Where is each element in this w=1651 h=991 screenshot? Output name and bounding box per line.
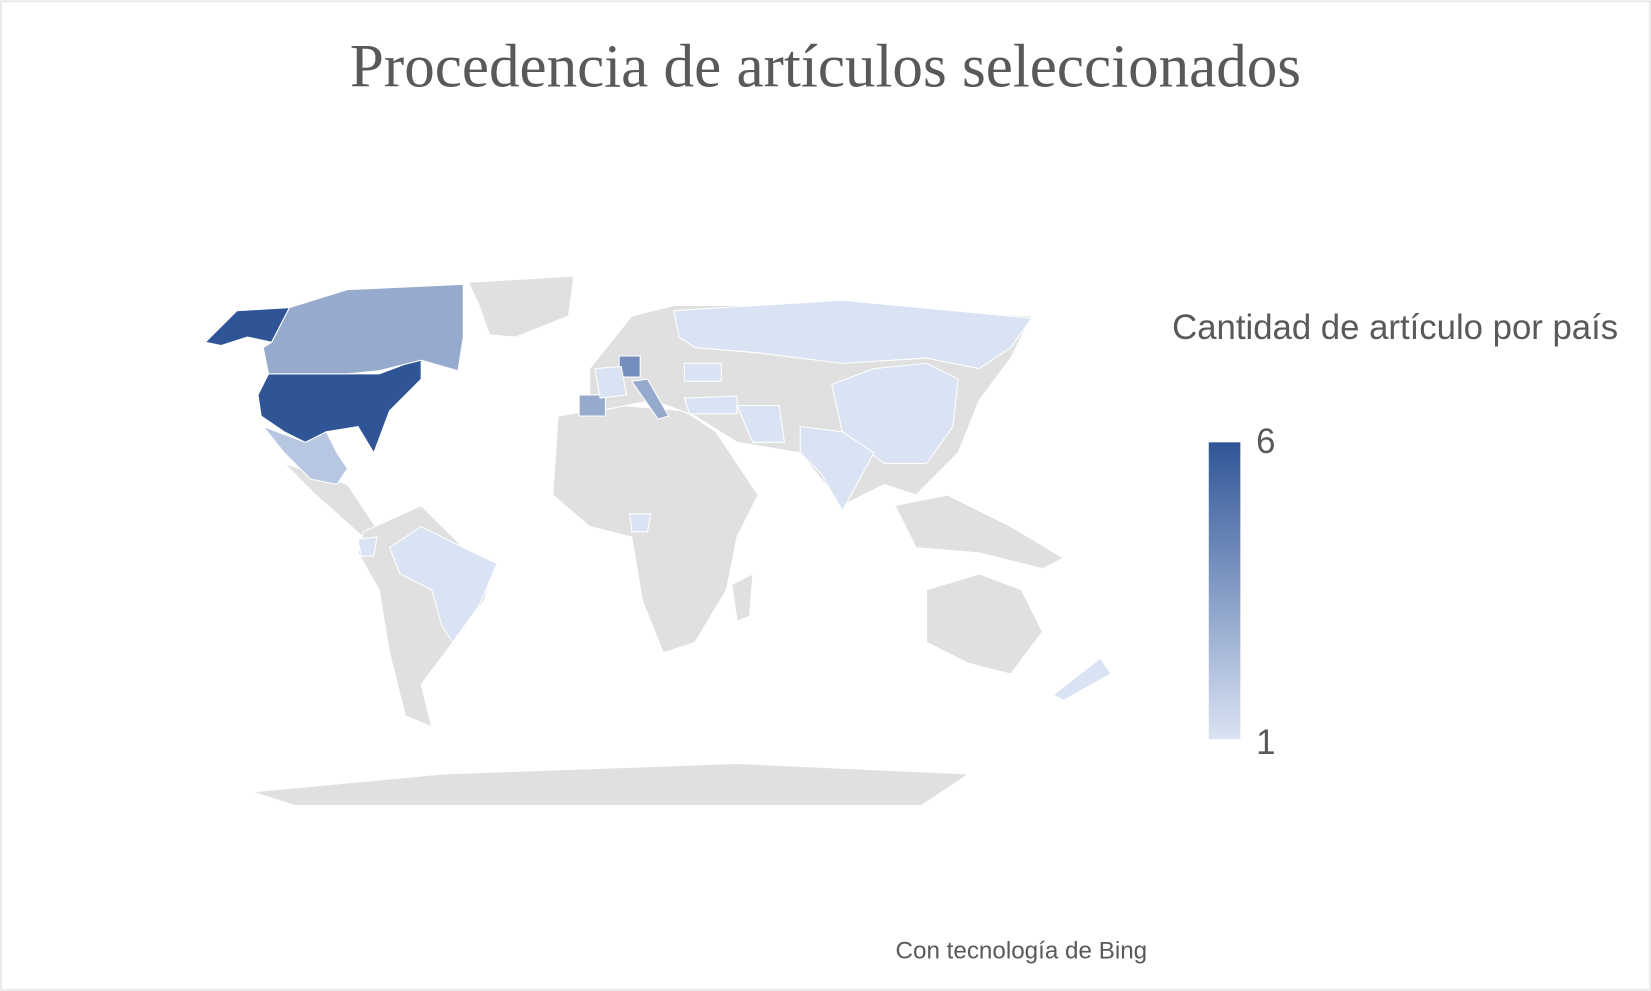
region: [629, 513, 652, 533]
region: [683, 395, 738, 415]
legend-title: Cantidad de artículo por país: [1172, 309, 1618, 347]
region: [799, 425, 875, 512]
land-mass: [467, 275, 575, 338]
region: [257, 357, 422, 455]
region: [594, 365, 628, 399]
attribution: Con tecnología de Bing: [896, 937, 1148, 964]
region: [673, 299, 1033, 370]
land-mass: [926, 573, 1044, 675]
region: [261, 425, 349, 486]
land-mass: [252, 762, 971, 807]
region: [262, 283, 464, 375]
region: [578, 394, 606, 417]
region: [357, 536, 378, 557]
region: [1051, 657, 1112, 701]
region: [683, 362, 722, 382]
regions: [204, 283, 1112, 701]
region: [630, 378, 670, 420]
legend-ticks: 16: [1256, 423, 1275, 762]
color-scale: [1208, 442, 1241, 740]
legend-tick-label: 1: [1256, 724, 1275, 762]
land-mass: [894, 494, 1065, 570]
region: [736, 404, 786, 443]
land-mass: [731, 573, 754, 623]
legend-tick-label: 6: [1256, 423, 1275, 461]
region: [388, 525, 498, 644]
chart-title: Procedencia de artículos seleccionados: [350, 33, 1301, 100]
